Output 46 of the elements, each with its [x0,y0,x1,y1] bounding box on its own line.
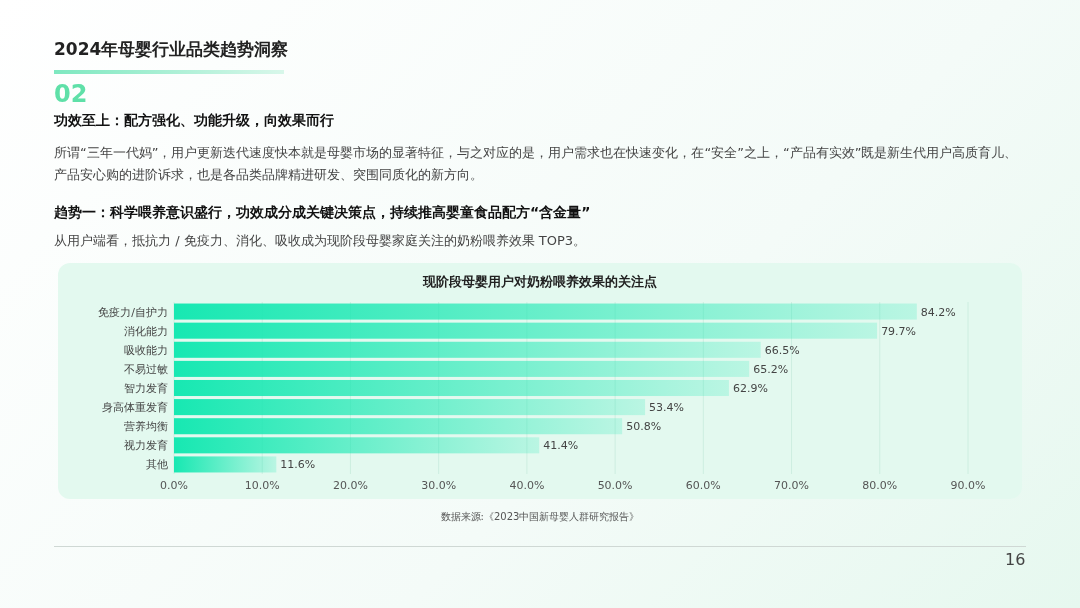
data-label: 66.5% [764,343,800,357]
y-tick-label: 其他 [146,458,168,472]
data-label: 79.7% [881,324,917,338]
data-label: 53.4% [649,401,685,415]
x-tick-label: 60.0% [685,479,721,492]
data-label: 11.6% [280,458,316,472]
text: 16 [1005,550,1026,569]
text: 趋势一：科学喂养意识盛行，功效成分成关键决策点，持续推高婴童食品配方“含金量” [54,204,591,222]
text: 从用户端看，抵抗力 / 免疫力、消化、吸收成为现阶段母婴家庭关注的奶粉喂养效果 TOP3。 [54,232,587,250]
x-tick-label: 20.0% [332,479,368,492]
data-label: 65.2% [753,362,789,376]
text: 02 [54,80,88,108]
x-tick-label: 50.0% [597,479,633,492]
y-tick-label: 不易过敏 [124,362,168,376]
bar [174,322,878,339]
x-tick-label: 30.0% [421,479,457,492]
y-tick-label: 视力发育 [124,439,168,453]
x-tick-label: 0.0% [160,479,188,492]
bar [174,360,750,377]
y-tick-label: 吸收能力 [124,343,168,357]
data-label: 62.9% [732,382,768,395]
source-note: 数据来源:《2023中国新母婴人群研究报告》 [439,510,641,524]
text: 2024年母婴行业品类趋势洞察 [54,38,289,61]
bar [174,456,277,473]
data-label: 50.8% [626,420,662,434]
x-tick-label: 70.0% [774,479,810,492]
y-tick-label: 智力发育 [124,382,168,395]
x-tick-label: 90.0% [950,479,986,492]
y-tick-label: 身高体重发育 [102,401,168,415]
x-tick-label: 40.0% [509,479,545,492]
bar [174,399,646,416]
bar [174,437,540,454]
y-tick-label: 消化能力 [124,324,168,338]
bar [174,379,729,397]
x-tick-label: 10.0% [244,479,280,492]
data-label: 41.4% [543,439,579,453]
bar [174,341,761,358]
bar [174,303,917,320]
text: 所谓“三年一代妈”，用户更新迭代速度快本就是母婴市场的显著特征，与之对应的是，用户需求也在快速变化，在“安全”之上，“产品有实效”既是新生代用户高质育儿、产品安心购的进阶诉求，也是各品类品牌精进研发、突围同质化的新方向。 [54,144,1019,184]
chart-title: 现阶段母婴用户对奶粉喂养效果的关注点 [422,274,657,289]
data-label: 84.2% [920,305,956,319]
y-tick-label: 免疫力/自护力 [98,305,168,319]
text: 功效至上：配方强化、功能升级，向效果而行 [54,112,334,130]
x-tick-label: 80.0% [862,479,898,492]
bar [174,418,623,435]
y-tick-label: 营养均衡 [124,420,168,434]
